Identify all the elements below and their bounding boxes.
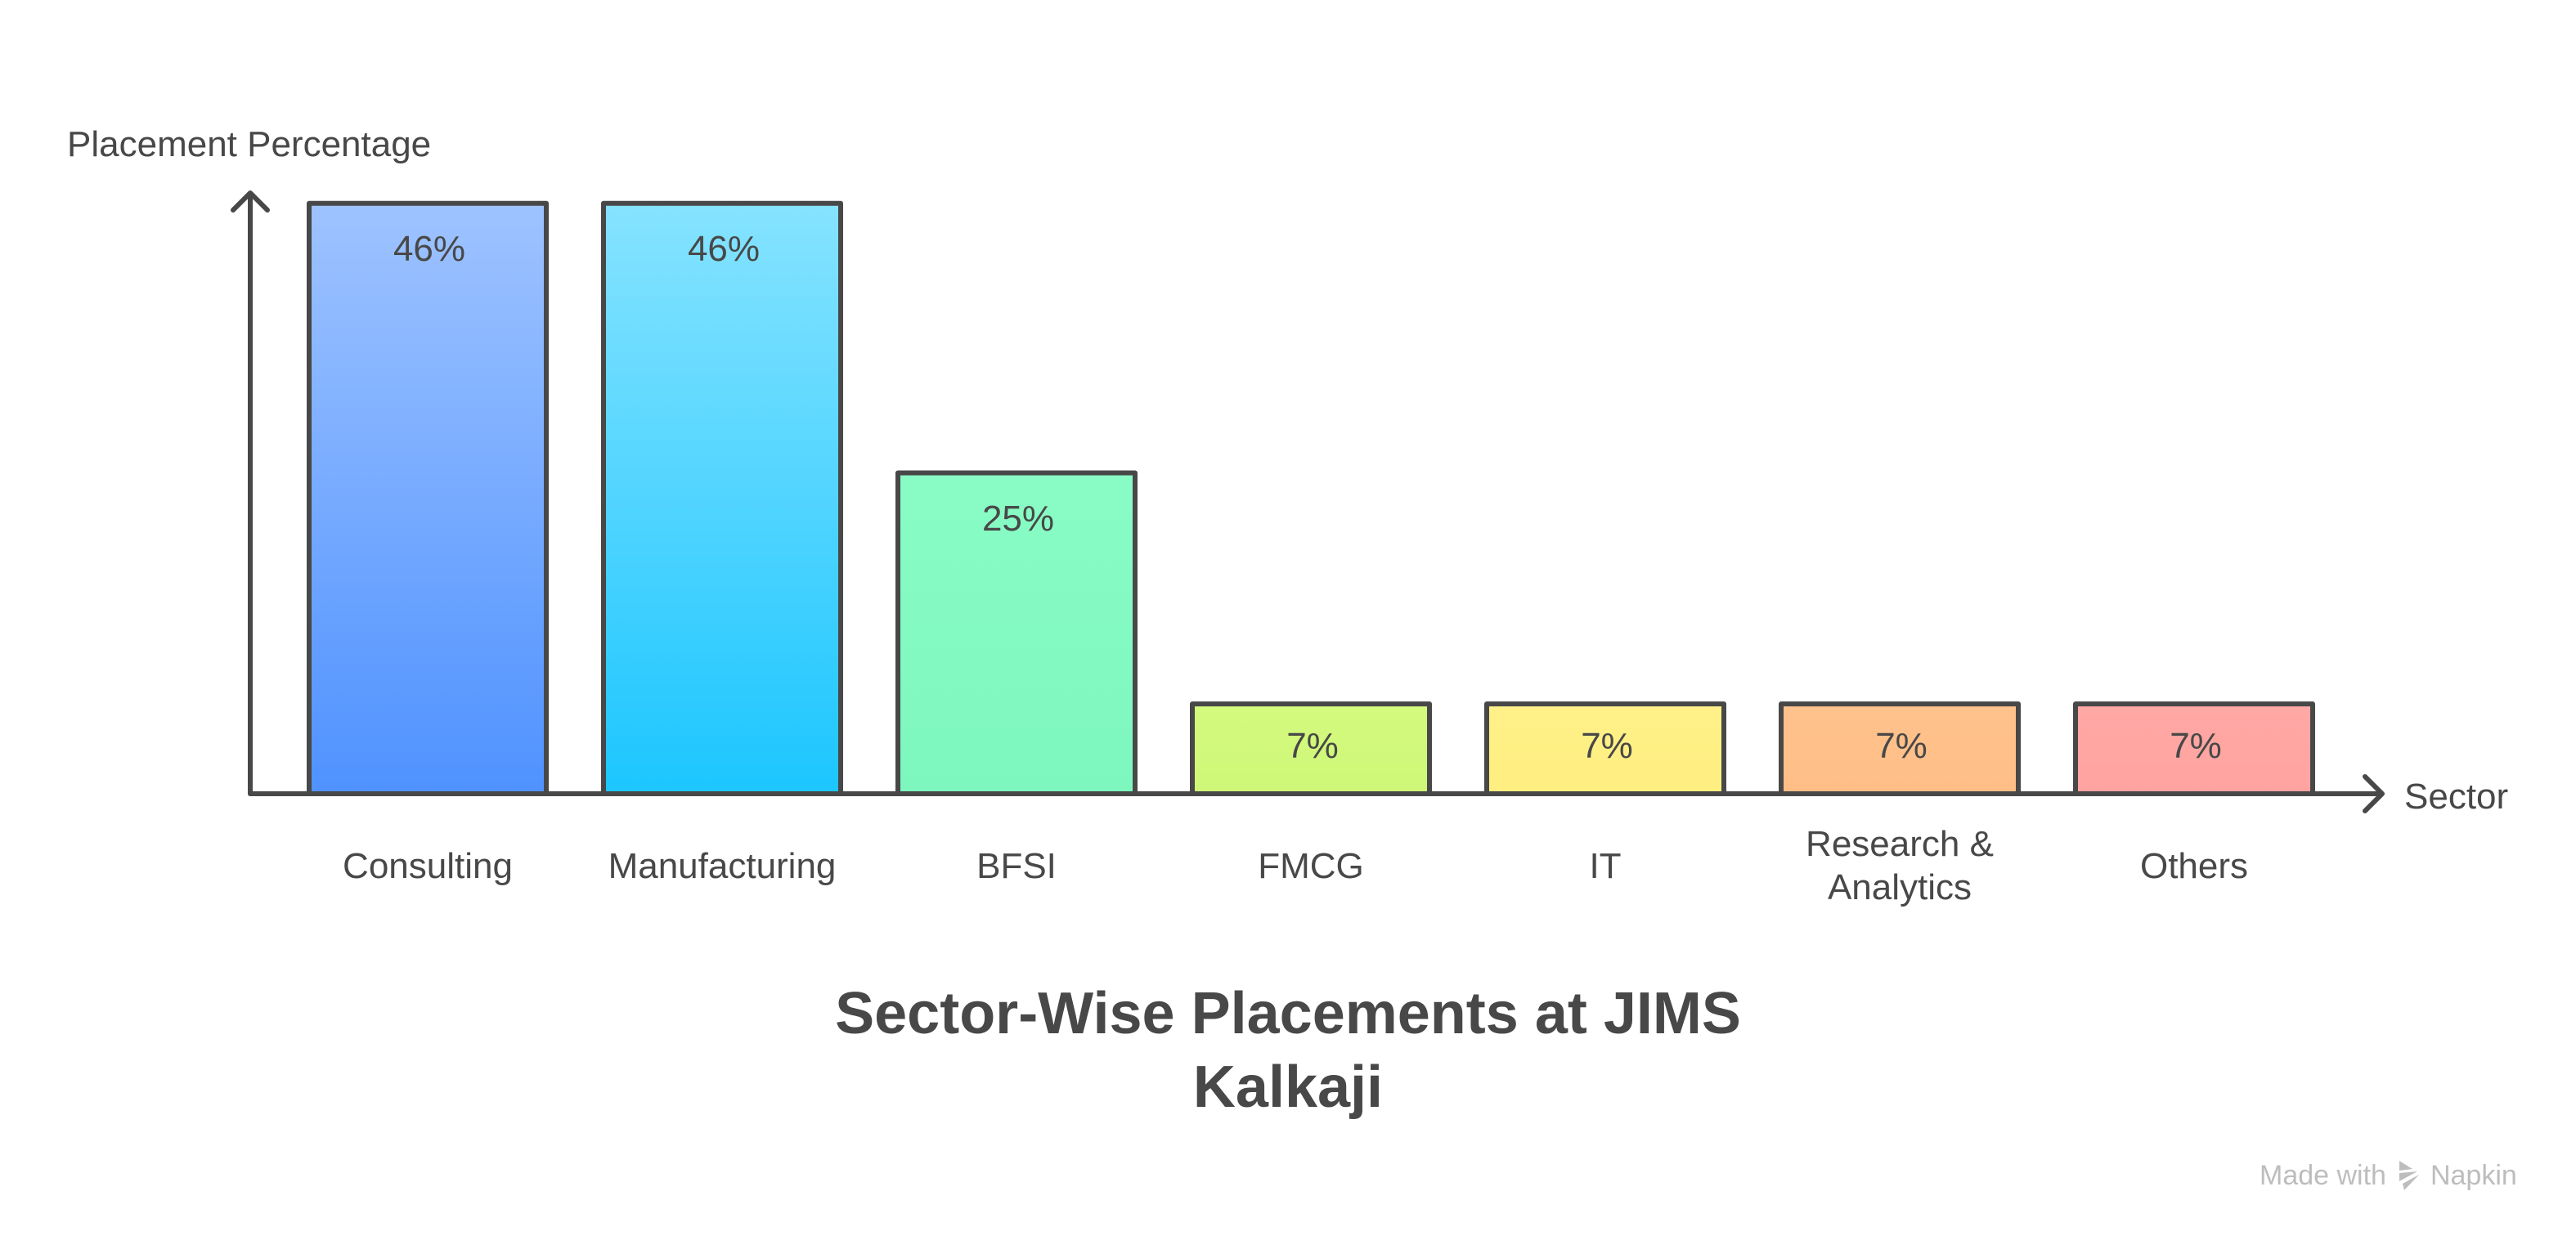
bar-consulting: [307, 200, 549, 797]
y-axis-label: Placement Percentage: [67, 124, 432, 164]
napkin-watermark[interactable]: Made with Napkin: [2260, 1159, 2517, 1192]
bars-group: [307, 200, 2315, 797]
category-label: Others: [2139, 846, 2249, 886]
bar-value-label: 46%: [393, 228, 466, 269]
x-axis-arrow-icon: [2363, 774, 2385, 813]
chart-title: Sector-Wise Placements at JIMS Kalkaji: [0, 977, 2576, 1124]
bar-value-label: 7%: [1581, 726, 1633, 767]
chart-title-line-1: Sector-Wise Placements at JIMS: [835, 981, 1741, 1046]
bar-value-label: 7%: [1286, 726, 1339, 767]
chart-title-line-2: Kalkaji: [1192, 1055, 1384, 1120]
category-label: IT: [1589, 846, 1622, 886]
category-label: Research & Analytics: [1806, 824, 1994, 907]
watermark-prefix: Made with: [2260, 1159, 2386, 1191]
category-label: FMCG: [1258, 846, 1364, 886]
y-axis-arrow-icon: [231, 190, 270, 213]
watermark-brand: Napkin: [2430, 1159, 2517, 1191]
bar-value-label: 7%: [2170, 726, 2222, 767]
x-axis-label: Sector: [2404, 777, 2509, 817]
category-label: Manufacturing: [608, 846, 837, 886]
bar-manufacturing: [601, 200, 843, 797]
bar-bfsi: [895, 470, 1138, 796]
x-axis: [248, 774, 2385, 813]
bar-value-label: 7%: [1875, 726, 1928, 767]
bar-value-label: 25%: [981, 498, 1055, 539]
category-label: Consulting: [343, 846, 513, 886]
napkin-logo-icon: [2399, 1161, 2419, 1190]
bar-fmcg: [1190, 701, 1432, 796]
bar-value-label: 46%: [687, 228, 761, 269]
y-axis: [231, 190, 270, 796]
bar-research-analytics: [1779, 701, 2021, 796]
category-label: BFSI: [976, 846, 1057, 886]
